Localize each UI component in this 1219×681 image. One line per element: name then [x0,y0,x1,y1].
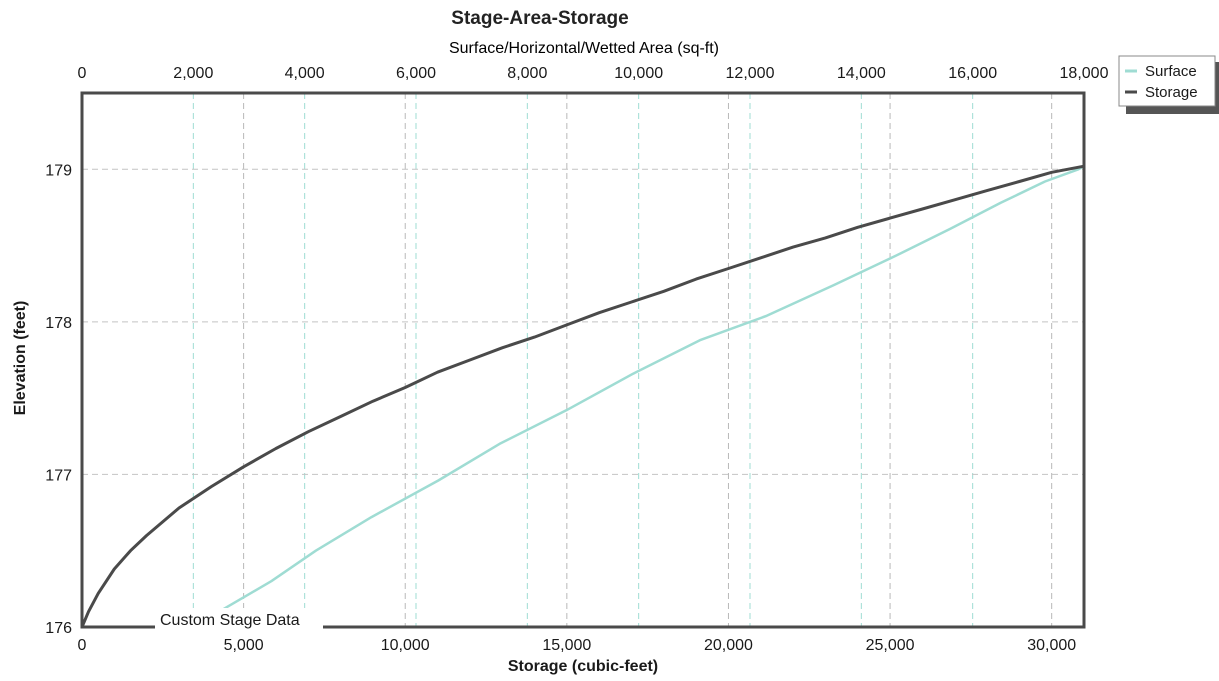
top-x-tick-label: 0 [78,65,87,82]
series-line-surface [192,164,1086,629]
top-x-tick-label: 4,000 [285,65,325,82]
series-lines [80,164,1086,629]
bottom-x-tick-label: 5,000 [224,637,264,654]
top-x-tick-label: 14,000 [837,65,886,82]
legend-box [1118,55,1216,107]
grid-lines [82,93,1084,627]
top-x-tick-label: 10,000 [614,65,663,82]
bottom-x-tick-label: 20,000 [704,637,753,654]
tick-labels: 0 2,000 4,000 6,000 8,000 10,000 12,000 14,000 1… [45,65,1108,654]
top-x-tick-label: 12,000 [726,65,775,82]
bottom-axis-label: Storage (cubic-feet) [508,658,658,675]
legend-label-storage: Storage [1145,84,1198,101]
y-axis-label: Elevation (feet) [12,301,29,416]
top-x-tick-label: 6,000 [396,65,436,82]
top-x-tick-label: 8,000 [507,65,547,82]
bottom-x-tick-label: 15,000 [542,637,591,654]
plot-frame [80,91,1086,629]
y-tick-label: 179 [45,162,72,179]
y-tick-label: 177 [45,467,72,484]
top-axis-label: Surface/Horizontal/Wetted Area (sq-ft) [449,40,719,57]
bottom-x-tick-label: 10,000 [381,637,430,654]
bottom-x-tick-label: 25,000 [866,637,915,654]
legend: Surface Storage [1118,55,1219,114]
top-x-tick-label: 16,000 [948,65,997,82]
y-tick-label: 176 [45,620,72,637]
chart-title: Stage-Area-Storage [451,8,628,29]
y-tick-label: 178 [45,315,72,332]
bottom-x-tick-label: 0 [78,637,87,654]
annotation-background [155,608,323,630]
top-x-tick-label: 2,000 [173,65,213,82]
custom-stage-data-label: Custom Stage Data [160,612,300,629]
top-x-tick-label: 18,000 [1060,65,1109,82]
series-line-storage [80,164,1086,629]
bottom-x-tick-label: 30,000 [1027,637,1076,654]
legend-label-surface: Surface [1145,63,1197,80]
